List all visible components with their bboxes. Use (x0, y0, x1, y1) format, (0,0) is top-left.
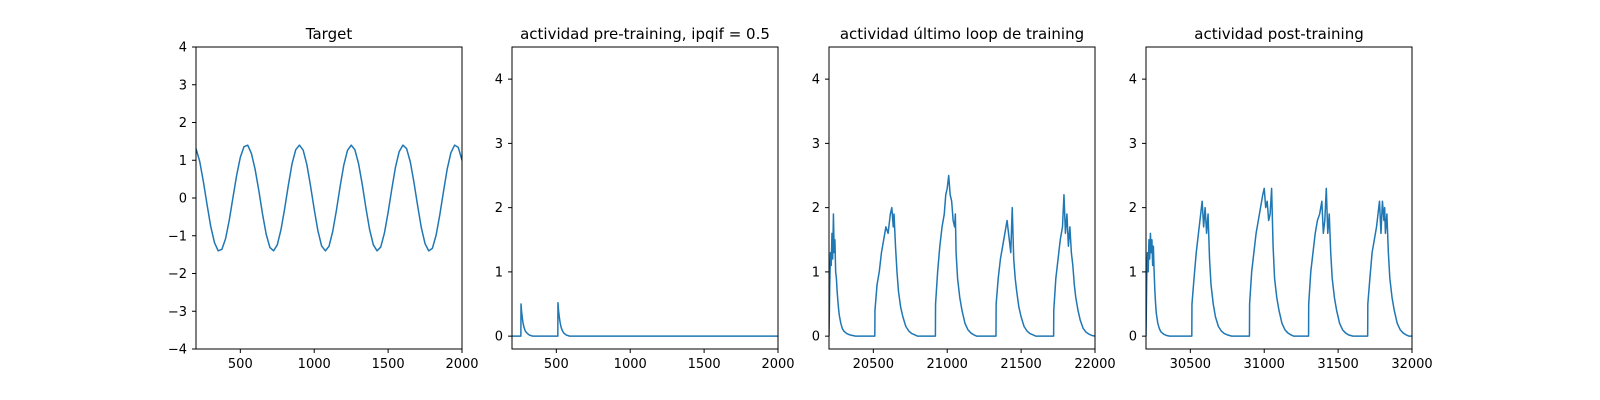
x-tick-label: 2000 (445, 357, 478, 372)
y-tick-label: 1 (179, 154, 187, 169)
series-line-1 (512, 301, 778, 337)
y-tick-label: 0 (495, 330, 503, 345)
y-tick-label: 0 (1129, 330, 1137, 345)
series-line-1 (196, 144, 462, 252)
axes-frame (1145, 46, 1413, 350)
chart-title: Target (305, 25, 353, 43)
y-tick-label: −2 (168, 267, 187, 282)
y-tick-label: 3 (1129, 137, 1137, 152)
chart-panel-4: 30500 31000 31500 32000 0 1 2 3 4 actividad post-… (1129, 25, 1433, 372)
y-tick-label: 1 (1129, 265, 1137, 280)
y-tick-label: 4 (179, 41, 187, 56)
chart-panel-1: 500 1000 1500 2000 −4 −3 −2 −1 0 1 2 3 4 Target (168, 25, 479, 372)
y-tick-label: 4 (1129, 73, 1137, 88)
y-tick-label: 0 (179, 192, 187, 207)
x-tick-label: 1500 (372, 357, 405, 372)
chart-title: actividad pre-training, ipqif = 0.5 (520, 25, 770, 43)
y-tick-label: 3 (179, 78, 187, 93)
y-tick-label: −3 (168, 305, 187, 320)
x-tick-label: 500 (228, 357, 253, 372)
y-tick-label: 2 (812, 201, 820, 216)
x-tick-label: 31000 (1244, 357, 1285, 372)
y-tick-label: 0 (812, 330, 820, 345)
y-tick-label: 1 (495, 265, 503, 280)
x-tick-label: 30500 (1170, 357, 1211, 372)
axes-frame (195, 46, 463, 350)
chart-panel-3: 20500 21000 21500 22000 0 1 2 3 4 actividad últim… (812, 25, 1116, 372)
y-tick-label: 3 (495, 137, 503, 152)
x-tick-label: 2000 (761, 357, 794, 372)
x-tick-label: 500 (544, 357, 569, 372)
x-tick-label: 1000 (614, 357, 647, 372)
y-tick-label: 4 (812, 73, 820, 88)
x-tick-label: 22000 (1074, 357, 1115, 372)
x-tick-label: 21500 (1000, 357, 1041, 372)
y-tick-label: 1 (812, 265, 820, 280)
y-tick-label: 2 (495, 201, 503, 216)
x-tick-label: 1500 (688, 357, 721, 372)
y-tick-label: −1 (168, 229, 187, 244)
y-tick-label: 2 (179, 116, 187, 131)
y-tick-label: −4 (168, 343, 187, 358)
chart-panel-2: 500 1000 1500 2000 0 1 2 3 4 actividad pre-traini… (495, 25, 795, 372)
x-tick-label: 31500 (1317, 357, 1358, 372)
series-line-1 (1146, 187, 1412, 337)
axes-frame (511, 46, 779, 350)
x-tick-label: 1000 (298, 357, 331, 372)
axes-frame (828, 46, 1096, 350)
x-tick-label: 20500 (853, 357, 894, 372)
x-tick-label: 32000 (1391, 357, 1432, 372)
y-tick-label: 4 (495, 73, 503, 88)
y-tick-label: 3 (812, 137, 820, 152)
chart-title: actividad post-training (1194, 25, 1363, 43)
x-tick-label: 21000 (927, 357, 968, 372)
chart-title: actividad último loop de training (840, 25, 1084, 43)
y-tick-label: 2 (1129, 201, 1137, 216)
series-line-1 (829, 174, 1095, 337)
